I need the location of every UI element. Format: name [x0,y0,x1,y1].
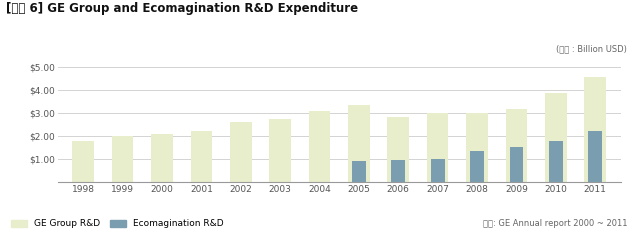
Bar [352,161,366,182]
Text: (단위 : Billion USD): (단위 : Billion USD) [556,44,627,53]
Bar [588,131,602,182]
Bar [191,131,212,182]
Bar [584,76,606,182]
Legend: GE Group R&D, Ecomagination R&D: GE Group R&D, Ecomagination R&D [11,219,223,229]
Bar [72,140,94,182]
Bar [392,160,405,182]
Bar [549,140,563,182]
Text: 참고: GE Annual report 2000 ~ 2011: 참고: GE Annual report 2000 ~ 2011 [483,219,627,228]
Bar [387,116,409,182]
Bar [466,113,488,182]
Bar [269,119,291,182]
Bar [509,147,524,182]
Bar [151,134,173,182]
Bar [230,122,252,182]
Text: [그림 6] GE Group and Ecomagination R&D Expenditure: [그림 6] GE Group and Ecomagination R&D Ex… [6,2,358,15]
Bar [348,105,370,182]
Bar [427,113,449,182]
Bar [308,111,330,182]
Bar [112,136,133,182]
Bar [506,109,527,182]
Bar [545,93,566,182]
Bar [431,159,445,182]
Bar [470,151,484,182]
